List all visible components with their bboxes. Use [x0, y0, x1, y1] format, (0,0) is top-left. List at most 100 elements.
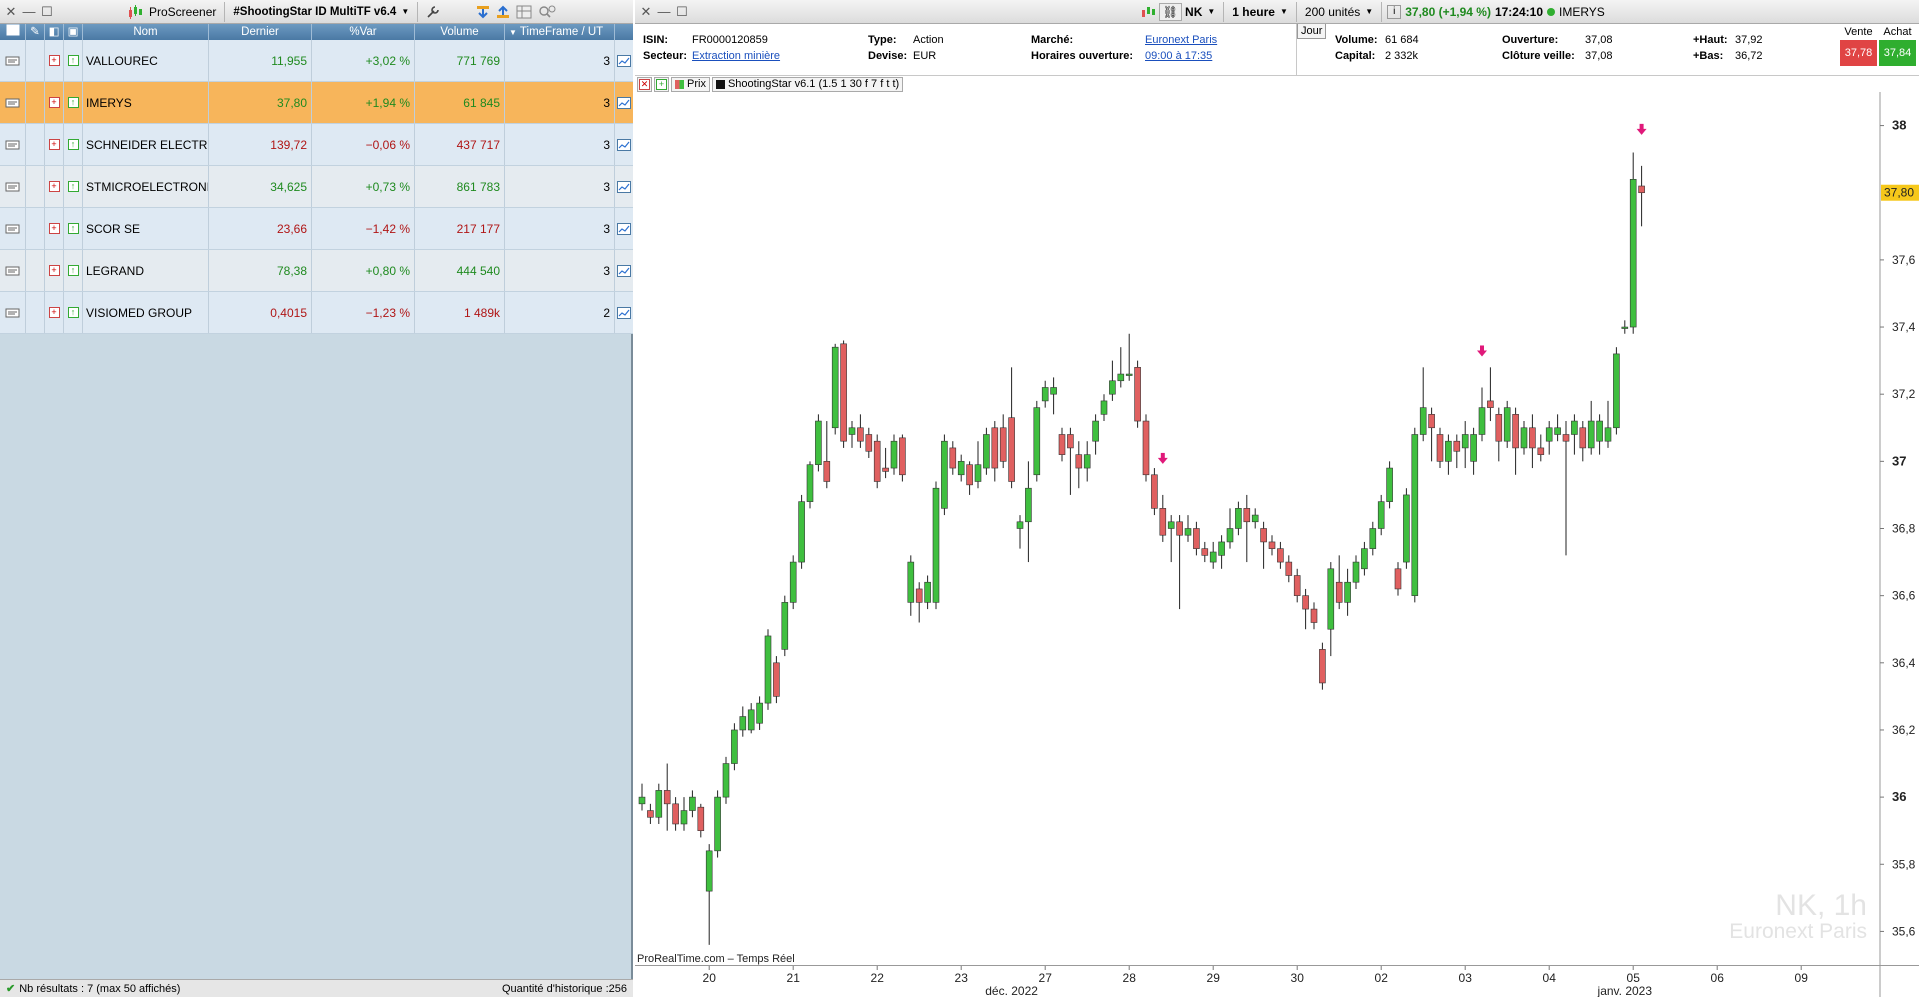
timeframe-select[interactable]: 1 heure ▼ [1229, 1, 1291, 23]
table-row[interactable]: + ↑ VALLOUREC 11,955 +3,02 % 771 769 3 [0, 40, 633, 82]
candle-body [983, 434, 990, 469]
sell-order-icon[interactable]: + [45, 166, 64, 207]
row-last: 139,72 [209, 124, 312, 165]
sell-order-icon[interactable]: + [45, 292, 64, 333]
candle-body [1058, 434, 1066, 455]
time-axis[interactable]: 20 21 22 23 27 28 29 30 02 03 04 05 06 09 déc. 2022 jan… [635, 965, 1919, 997]
row-name: SCHNEIDER ELECTRIC [83, 124, 209, 165]
candle-body [806, 464, 814, 502]
buy-button[interactable]: 37,84 [1879, 40, 1916, 66]
sell-order-icon[interactable]: + [45, 40, 64, 81]
table-row[interactable]: + ↑ SCHNEIDER ELECTRIC 139,72 −0,06 % 43… [0, 124, 633, 166]
x-tick-label: 02 [1375, 971, 1389, 985]
download-arrow-icon[interactable] [473, 1, 493, 23]
wrench-icon[interactable] [423, 1, 443, 23]
sell-order-icon[interactable]: + [45, 124, 64, 165]
table-row[interactable]: + ↑ LEGRAND 78,38 +0,80 % 444 540 3 [0, 250, 633, 292]
mini-chart-icon[interactable] [615, 166, 633, 207]
ticker-select[interactable]: NK ▼ [1182, 1, 1218, 23]
col-header-tools[interactable]: ✎ [26, 24, 45, 40]
upload-arrow-icon[interactable] [493, 1, 513, 23]
candlestick-icon[interactable] [1137, 1, 1159, 23]
day-tab[interactable]: Jour [1297, 24, 1327, 39]
add-indicator-icon[interactable]: + [654, 76, 669, 92]
x-tick-label: 23 [955, 971, 969, 985]
buy-order-icon[interactable]: ↑ [64, 40, 83, 81]
alert-bell-icon[interactable] [0, 292, 26, 333]
candle-body [1201, 548, 1209, 556]
maximize-icon[interactable]: ☐ [41, 4, 53, 19]
mini-chart-icon[interactable] [615, 250, 633, 291]
sector-link[interactable]: Extraction minière [692, 50, 781, 62]
units-select[interactable]: 200 unités ▼ [1302, 1, 1376, 23]
market-link[interactable]: Euronext Paris [1145, 34, 1218, 46]
mini-chart-icon[interactable] [615, 40, 633, 81]
close-icon[interactable]: ✕ [640, 4, 652, 19]
table-row[interactable]: + ↑ VISIOMED GROUP 0,4015 −1,23 % 1 489k… [0, 292, 633, 334]
table-row[interactable]: + ↑ STMICROELECTRONICS 34,625 +0,73 % 86… [0, 166, 633, 208]
col-header-sell[interactable]: ◧ [45, 24, 64, 40]
mini-chart-icon[interactable] [615, 124, 633, 165]
candle-body [1503, 407, 1511, 442]
candle-body [1596, 420, 1603, 442]
mini-chart-icon[interactable] [615, 292, 633, 333]
alert-bell-icon[interactable] [0, 208, 26, 249]
sort-desc-icon: ▼ [509, 28, 517, 37]
buy-order-icon[interactable]: ↑ [64, 82, 83, 123]
price-legend[interactable]: Prix [671, 76, 710, 92]
hours-link[interactable]: 09:00 à 17:35 [1145, 50, 1213, 62]
price-chart[interactable]: 35,6 35,8 36 36,2 36,4 36,6 36,8 37 37,2 37,4 37,6… [635, 92, 1919, 965]
info-divider [1296, 24, 1297, 76]
alert-bell-icon[interactable] [0, 40, 26, 81]
alert-bell-icon[interactable] [0, 82, 26, 123]
row-timeframe: 3 [505, 40, 615, 81]
col-header-timeframe[interactable]: ▼ TimeFrame / UT [505, 24, 615, 40]
layout-icon[interactable] [513, 1, 535, 23]
alert-search-icon[interactable] [535, 1, 559, 23]
table-row[interactable]: + ↑ SCOR SE 23,66 −1,42 % 217 177 3 [0, 208, 633, 250]
row-volume: 861 783 [415, 166, 505, 207]
row-empty-cell [26, 166, 45, 207]
table-row[interactable]: + ↑ IMERYS 37,80 +1,94 % 61 845 3 [0, 82, 633, 124]
buy-order-icon[interactable]: ↑ [64, 250, 83, 291]
remove-indicator-icon[interactable]: ✕ [637, 76, 652, 92]
info-icon[interactable]: i [1387, 4, 1402, 19]
sell-order-icon[interactable]: + [45, 250, 64, 291]
alert-bell-icon[interactable] [0, 124, 26, 165]
minimize-icon[interactable]: — [657, 4, 671, 19]
row-volume: 437 717 [415, 124, 505, 165]
candle-body [1470, 434, 1477, 462]
buy-order-icon[interactable]: ↑ [64, 166, 83, 207]
minimize-icon[interactable]: — [22, 4, 36, 19]
col-header-volume[interactable]: Volume [415, 24, 505, 40]
col-header-buy[interactable]: ▣ [64, 24, 83, 40]
col-header-var[interactable]: %Var [312, 24, 415, 40]
alert-bell-icon[interactable] [0, 250, 26, 291]
col-header-icons[interactable] [0, 24, 26, 40]
indicator-legend[interactable]: ShootingStar v6.1 (1.5 1 30 f 7 f t t) [711, 76, 904, 92]
candlestick-icon[interactable] [124, 1, 146, 23]
y-tick-label: 36,8 [1892, 522, 1916, 536]
col-header-last[interactable]: Dernier [209, 24, 312, 40]
sell-button[interactable]: 37,78 [1840, 40, 1877, 66]
buy-order-icon[interactable]: ↑ [64, 208, 83, 249]
candle-body [1041, 387, 1049, 402]
y-tick-label: 38 [1892, 118, 1906, 133]
close-icon[interactable]: ✕ [5, 4, 17, 19]
buy-order-icon[interactable]: ↑ [64, 124, 83, 165]
mini-chart-icon[interactable] [615, 208, 633, 249]
alert-bell-icon[interactable] [0, 166, 26, 207]
price-chart-svg[interactable]: 35,6 35,8 36 36,2 36,4 36,6 36,8 37 37,2 37,4 37,6… [635, 92, 1919, 965]
sector-label: Secteur: [643, 50, 688, 62]
maximize-icon[interactable]: ☐ [676, 4, 688, 19]
col-header-name[interactable]: Nom [83, 24, 209, 40]
candle-body [1067, 434, 1074, 449]
y-tick-label: 37,4 [1892, 320, 1916, 334]
link-chain-icon[interactable]: ⛓ [1158, 2, 1183, 21]
screener-select[interactable]: #ShootingStar ID MultiTF v6.4 ▼ [230, 1, 412, 23]
sell-order-icon[interactable]: + [45, 208, 64, 249]
mini-chart-icon[interactable] [615, 82, 633, 123]
buy-order-icon[interactable]: ↑ [64, 292, 83, 333]
screener-status-bar: ✔ Nb résultats : 7 (max 50 affichés) Qua… [0, 979, 633, 997]
sell-order-icon[interactable]: + [45, 82, 64, 123]
